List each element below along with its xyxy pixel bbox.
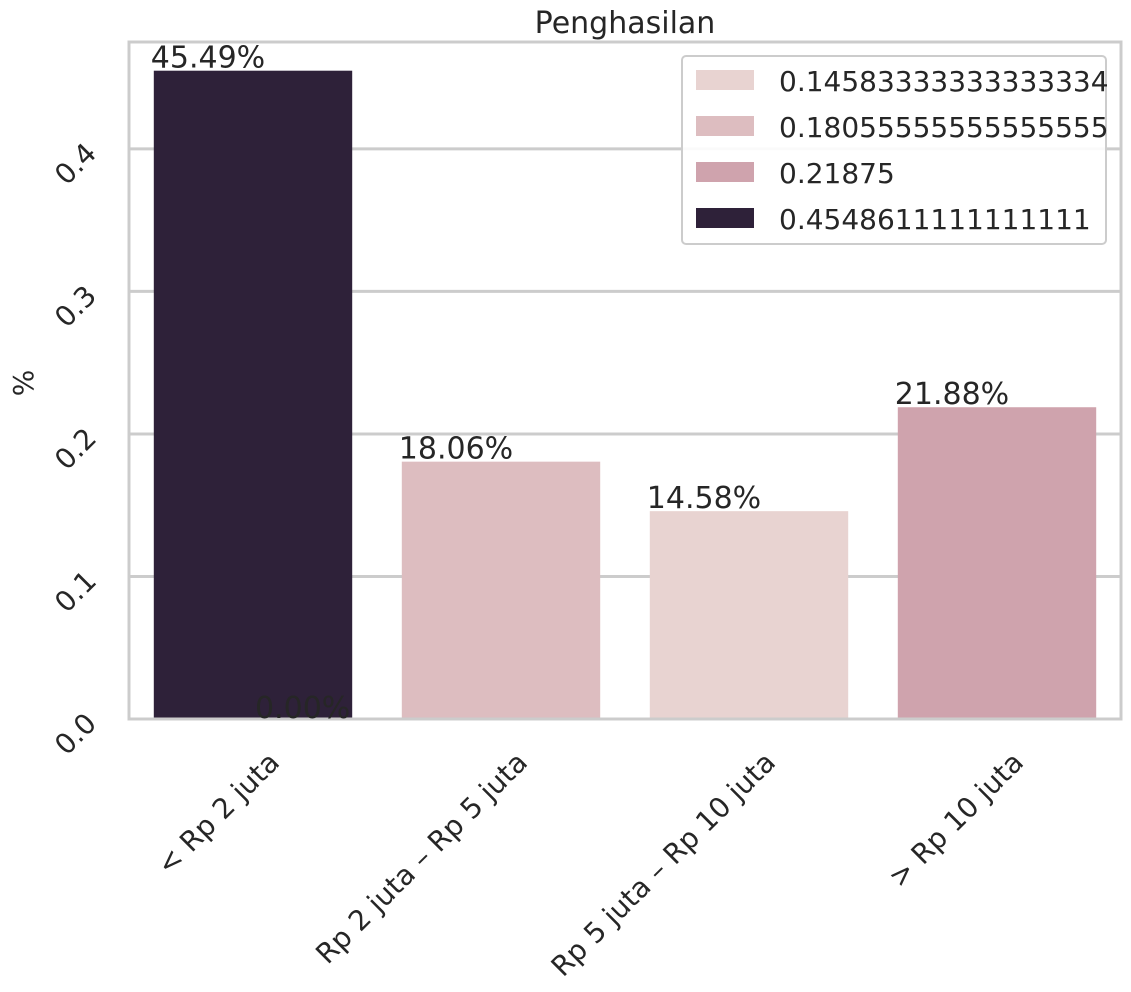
bar-value-label: 14.58% bbox=[647, 481, 761, 516]
legend-swatch bbox=[696, 70, 754, 90]
zero-value-label: 0.00% bbox=[255, 691, 350, 726]
legend-box bbox=[681, 55, 1107, 245]
x-tick-label: < Rp 2 juta bbox=[150, 746, 286, 882]
chart-title: Penghasilan bbox=[535, 6, 716, 41]
bar-value-label: 21.88% bbox=[895, 377, 1009, 412]
x-tick-label: Rp 2 juta – Rp 5 juta bbox=[309, 746, 534, 971]
y-tick-label: 0.2 bbox=[48, 422, 103, 477]
x-tick-labels: < Rp 2 juta Rp 2 juta – Rp 5 juta Rp 5 jut… bbox=[150, 746, 1030, 983]
y-tick-label: 0.3 bbox=[48, 279, 103, 334]
x-tick-label: Rp 5 juta – Rp 10 juta bbox=[545, 746, 782, 983]
bar bbox=[153, 70, 353, 719]
y-axis-label: % bbox=[7, 370, 40, 397]
legend-entry-label: 0.14583333333333334 bbox=[779, 65, 1109, 98]
plot-frame bbox=[127, 40, 1123, 721]
legend-entry-label: 0.4548611111111111 bbox=[779, 203, 1091, 236]
y-tick-labels: 0.0 0.1 0.2 0.3 0.4 bbox=[48, 137, 103, 762]
legend-swatch bbox=[696, 116, 754, 136]
y-tick-label: 0.1 bbox=[48, 564, 103, 619]
bar-value-label: 45.49% bbox=[151, 41, 265, 76]
legend-entry-label: 0.21875 bbox=[779, 157, 895, 190]
legend-entries: 0.14583333333333334 0.18055555555555555 0.… bbox=[696, 65, 1109, 236]
bar-value-label: 18.06% bbox=[399, 432, 513, 467]
y-tick-label: 0.4 bbox=[48, 137, 103, 192]
bar bbox=[897, 407, 1097, 719]
bar-labels: 45.49% 18.06% 14.58% 21.88% 0.00% bbox=[151, 41, 1009, 726]
legend: 0.14583333333333334 0.18055555555555555 0.… bbox=[681, 55, 1109, 245]
legend-swatch bbox=[696, 162, 754, 182]
x-tick-label: > Rp 10 juta bbox=[882, 746, 1030, 894]
bar bbox=[649, 511, 849, 719]
legend-entry-label: 0.18055555555555555 bbox=[779, 111, 1109, 144]
y-tick-label: 0.0 bbox=[48, 707, 103, 762]
bar bbox=[401, 461, 601, 719]
legend-swatch bbox=[696, 208, 754, 228]
bars bbox=[153, 70, 1097, 719]
